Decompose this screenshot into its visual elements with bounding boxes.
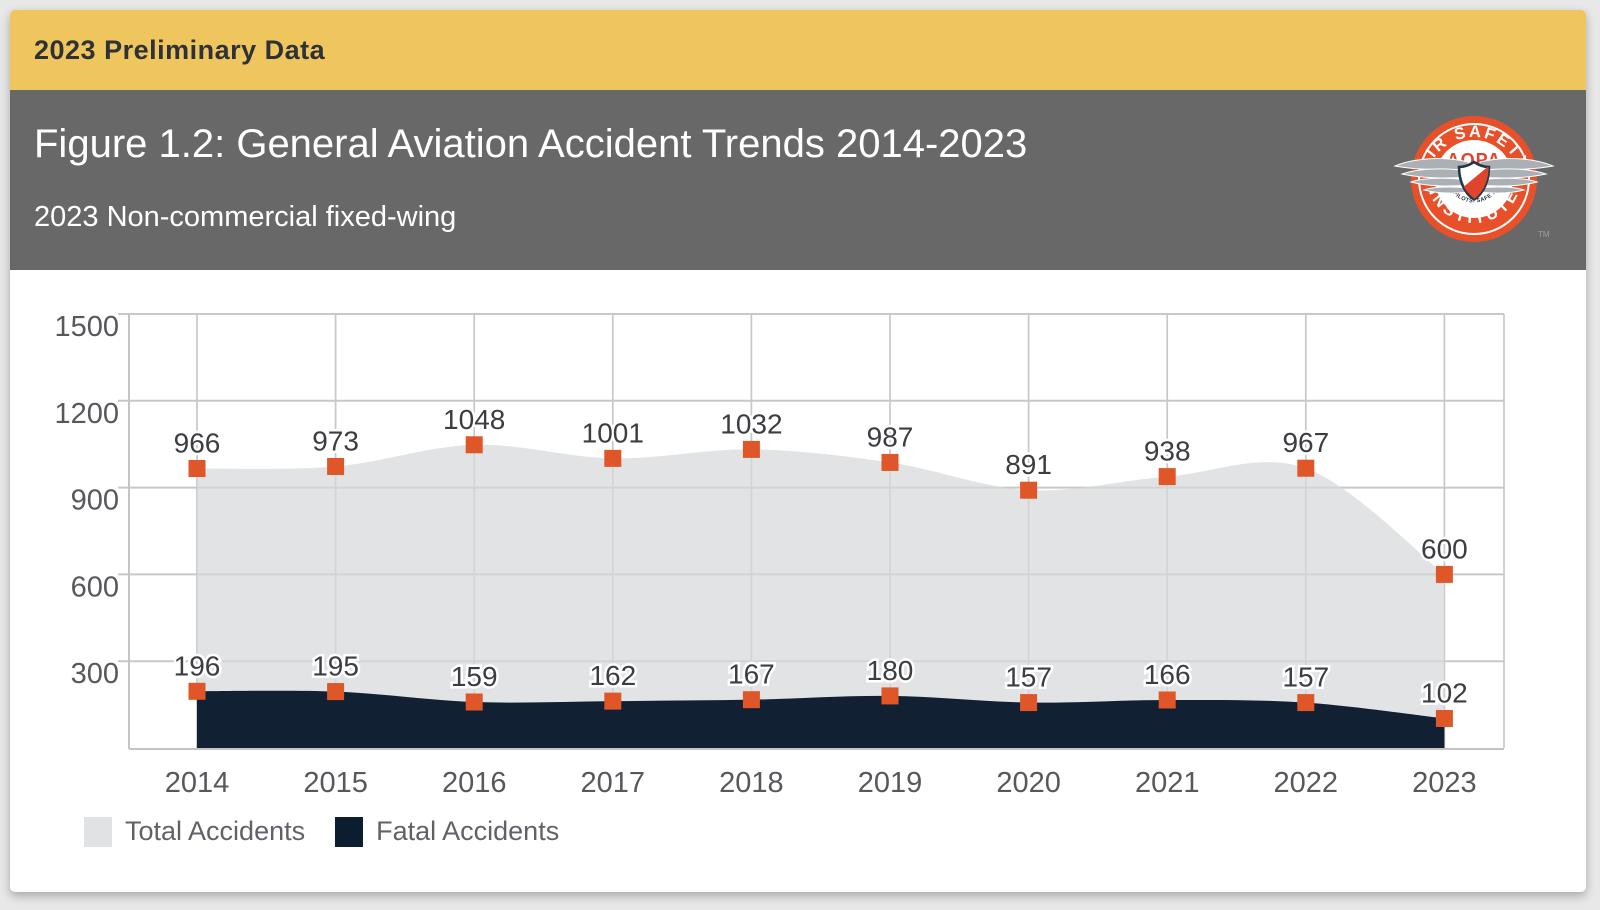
preliminary-data-banner: 2023 Preliminary Data bbox=[10, 10, 1586, 90]
x-axis-label: 2018 bbox=[719, 767, 784, 799]
logo-trademark: TM bbox=[1538, 230, 1550, 239]
data-point-marker bbox=[1297, 459, 1315, 477]
data-point-label: 159 bbox=[451, 661, 498, 692]
fatal-accidents-label: Fatal Accidents bbox=[376, 816, 560, 846]
data-point-label: 196 bbox=[174, 650, 221, 681]
data-point-marker bbox=[604, 692, 622, 710]
data-point-marker bbox=[188, 460, 206, 478]
data-point-marker bbox=[1435, 709, 1453, 727]
data-point-marker bbox=[1297, 694, 1315, 712]
data-point-marker bbox=[465, 693, 483, 711]
data-point-marker bbox=[881, 687, 899, 705]
chart-header: Figure 1.2: General Aviation Accident Tr… bbox=[10, 90, 1586, 270]
data-point-marker bbox=[1020, 481, 1038, 499]
x-axis-label: 2019 bbox=[858, 767, 923, 799]
data-point-label: 938 bbox=[1144, 436, 1191, 467]
chart-legend: Total Accidents Fatal Accidents bbox=[84, 816, 559, 847]
data-point-label: 973 bbox=[312, 425, 359, 456]
total-accidents-swatch bbox=[84, 816, 112, 847]
data-point-label: 180 bbox=[867, 655, 914, 686]
logo-wings bbox=[1393, 158, 1555, 194]
data-point-label: 166 bbox=[1144, 659, 1191, 690]
y-axis-label: 900 bbox=[71, 485, 119, 517]
x-axis-label: 2015 bbox=[303, 767, 368, 799]
data-point-label: 987 bbox=[867, 421, 914, 452]
data-point-label: 966 bbox=[174, 428, 221, 459]
data-point-label: 102 bbox=[1421, 677, 1468, 708]
x-axis-label: 2014 bbox=[165, 767, 230, 799]
data-point-marker bbox=[465, 436, 483, 454]
data-point-marker bbox=[881, 453, 899, 471]
chart-subtitle: 2023 Non-commercial fixed-wing bbox=[34, 201, 457, 233]
data-point-marker bbox=[742, 440, 760, 458]
data-point-label: 967 bbox=[1282, 427, 1329, 458]
aopa-air-safety-institute-logo: AIR SAFETY INSTITUTE AOPA SAFE PILOTS. S… bbox=[1393, 116, 1555, 242]
chart-card: 2023 Preliminary Data Figure 1.2: Genera… bbox=[10, 10, 1586, 892]
x-axis-label: 2022 bbox=[1274, 767, 1339, 799]
data-point-label: 1032 bbox=[720, 408, 782, 439]
x-axis-label: 2016 bbox=[442, 767, 507, 799]
data-point-marker bbox=[742, 691, 760, 709]
chart-title: Figure 1.2: General Aviation Accident Tr… bbox=[34, 122, 1028, 166]
y-axis-label: 1500 bbox=[54, 311, 119, 343]
accident-trends-chart: 966 973 1048 1001 1032 987 891 938 967 600 196 195 1… bbox=[10, 270, 1586, 815]
data-point-marker bbox=[1158, 691, 1176, 709]
y-axis-label: 300 bbox=[71, 658, 119, 690]
data-point-marker bbox=[1158, 468, 1176, 486]
data-point-marker bbox=[327, 683, 345, 701]
legend-item-fatal-accidents: Fatal Accidents bbox=[335, 816, 559, 847]
data-point-marker bbox=[188, 682, 206, 700]
data-point-label: 600 bbox=[1421, 533, 1468, 564]
data-point-label: 167 bbox=[728, 659, 775, 690]
total-accidents-label: Total Accidents bbox=[125, 816, 306, 846]
x-axis-label: 2021 bbox=[1135, 767, 1200, 799]
data-point-marker bbox=[604, 449, 622, 467]
y-axis-label: 600 bbox=[71, 571, 119, 603]
x-axis-label: 2023 bbox=[1412, 767, 1477, 799]
data-point-label: 157 bbox=[1005, 662, 1052, 693]
data-point-label: 891 bbox=[1005, 449, 1052, 480]
data-point-label: 162 bbox=[589, 660, 636, 691]
data-point-label: 1048 bbox=[443, 404, 505, 435]
banner-label: 2023 Preliminary Data bbox=[34, 34, 326, 65]
fatal-accidents-swatch bbox=[335, 816, 364, 847]
x-axis-label: 2020 bbox=[996, 767, 1061, 799]
data-point-marker bbox=[327, 457, 345, 475]
data-point-marker bbox=[1020, 694, 1038, 712]
y-axis-label: 1200 bbox=[54, 398, 119, 430]
legend-item-total-accidents: Total Accidents bbox=[84, 816, 305, 847]
data-point-marker bbox=[1435, 565, 1453, 583]
data-point-label: 195 bbox=[312, 651, 359, 682]
x-axis-label: 2017 bbox=[581, 767, 646, 799]
data-point-label: 157 bbox=[1282, 662, 1329, 693]
logo-shield bbox=[1457, 160, 1491, 202]
data-point-label: 1001 bbox=[582, 417, 644, 448]
